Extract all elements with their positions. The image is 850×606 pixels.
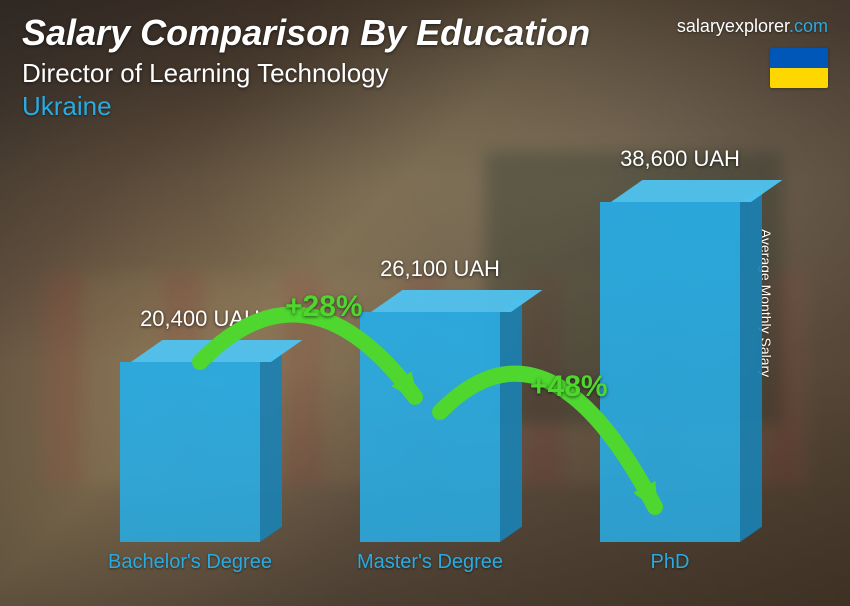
site-name: salaryexplorer bbox=[677, 16, 789, 36]
chart-country: Ukraine bbox=[22, 91, 828, 122]
flag-bottom-stripe bbox=[770, 68, 828, 88]
bar-label: PhD bbox=[570, 550, 770, 574]
bar-label: Master's Degree bbox=[330, 550, 530, 574]
bar-chart: 20,400 UAHBachelor's Degree26,100 UAHMas… bbox=[80, 162, 760, 542]
increase-percent: +48% bbox=[530, 370, 608, 404]
site-tld: .com bbox=[789, 16, 828, 36]
flag-top-stripe bbox=[770, 48, 828, 68]
bar-label: Bachelor's Degree bbox=[90, 550, 290, 574]
ukraine-flag-icon bbox=[770, 48, 828, 88]
chart-subtitle: Director of Learning Technology bbox=[22, 58, 828, 89]
increase-arrow-icon bbox=[80, 162, 760, 542]
site-brand: salaryexplorer.com bbox=[677, 16, 828, 37]
content-root: Salary Comparison By Education Director … bbox=[0, 0, 850, 606]
